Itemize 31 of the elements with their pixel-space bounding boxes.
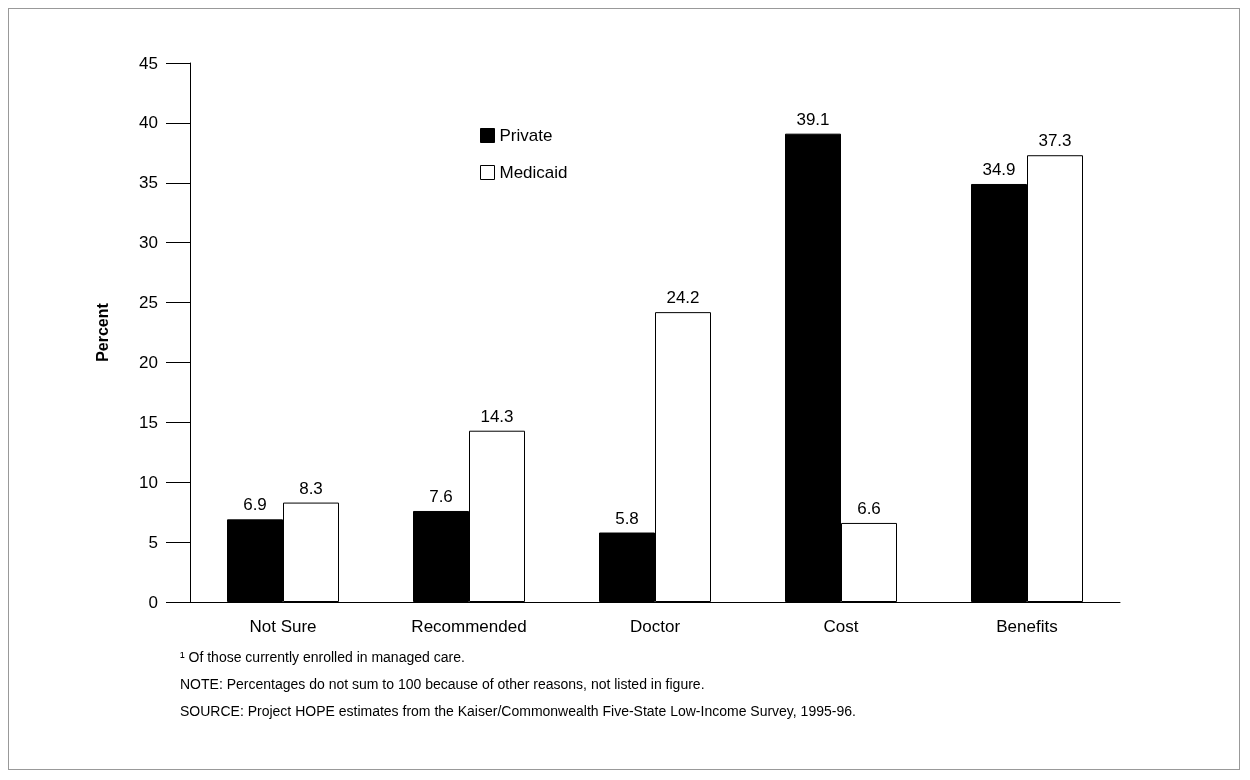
y-tick-label: 10 [139, 472, 158, 492]
y-tick-label: 40 [139, 113, 158, 133]
y-tick-label: 25 [139, 293, 158, 313]
y-axis-title: Percent [93, 302, 111, 362]
x-tick-label: Recommended [411, 617, 527, 636]
legend-label: Private [499, 126, 553, 145]
data-label: 6.6 [857, 498, 881, 518]
x-tick-label: Benefits [996, 617, 1058, 636]
x-tick-label: Doctor [629, 617, 681, 636]
y-tick-label: 20 [139, 352, 158, 372]
text: ¹ Of those currently enrolled in managed care. [180, 649, 465, 665]
y-tick-label: 5 [148, 532, 158, 552]
data-label: 6.9 [243, 495, 267, 515]
data-label: 34.9 [982, 159, 1016, 179]
data-label: 7.6 [429, 486, 453, 506]
text: NOTE: Percentages do not sum to 100 because of other reasons, not listed in figure. [180, 676, 705, 692]
data-label: 37.3 [1038, 131, 1072, 151]
legend-label: Medicaid [499, 163, 568, 182]
data-label: 24.2 [666, 288, 700, 308]
data-label: 8.3 [299, 478, 323, 498]
x-tick-label: Cost [823, 617, 859, 636]
y-tick-label: 0 [148, 592, 158, 612]
y-tick-label: 30 [139, 233, 158, 253]
source-note: SOURCE: Project HOPE estimates from the Kaiser/Commonwealth Five-State Low-Income Survey, 1995-96. [180, 703, 856, 719]
y-tick-label: 35 [139, 173, 158, 193]
y-tick-label: 45 [139, 53, 158, 73]
data-label: 39.1 [796, 109, 830, 129]
data-label: 14.3 [480, 406, 514, 426]
data-label: 5.8 [615, 508, 639, 528]
x-tick-label: Not Sure [249, 617, 317, 636]
y-tick-label: 15 [139, 412, 158, 432]
